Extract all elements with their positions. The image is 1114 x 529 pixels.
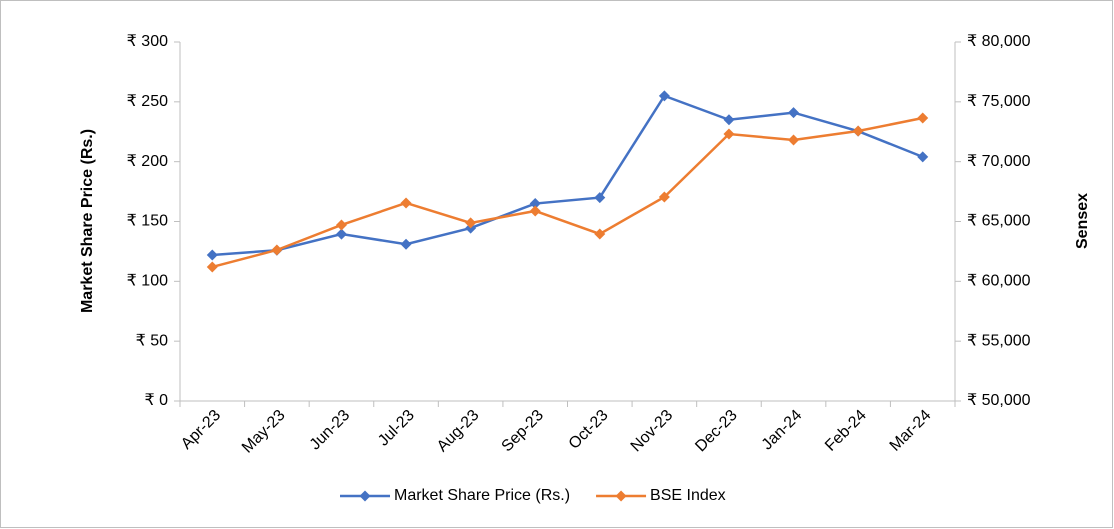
marker <box>400 197 412 209</box>
marker <box>852 125 864 137</box>
marker <box>335 219 347 231</box>
marker <box>658 191 670 203</box>
marker <box>271 244 283 256</box>
marker <box>529 205 541 217</box>
y2-tick-label: ₹ 50,000 <box>967 392 1031 409</box>
marker <box>788 134 800 146</box>
series-line <box>211 116 923 269</box>
marker <box>400 238 412 250</box>
marker <box>917 151 929 163</box>
y2-tick-label: ₹ 55,000 <box>967 332 1031 349</box>
y-tick-label: ₹ 150 <box>127 213 168 230</box>
marker <box>788 107 800 119</box>
legend-label: Market Share Price (Rs.) <box>394 487 570 504</box>
marker <box>206 249 218 261</box>
y2-tick-label: ₹ 70,000 <box>967 153 1031 170</box>
marker <box>723 114 735 126</box>
marker <box>594 228 606 240</box>
legend-label: BSE Index <box>650 487 726 504</box>
marker <box>206 261 218 273</box>
y-tick-label: ₹ 100 <box>127 273 168 290</box>
marker <box>529 198 541 210</box>
marker <box>658 90 670 102</box>
marker <box>917 112 929 124</box>
marker <box>594 192 606 204</box>
y-tick-label: ₹ 50 <box>136 332 169 349</box>
y2-tick-label: ₹ 75,000 <box>967 93 1031 110</box>
series-line <box>212 94 924 257</box>
marker <box>723 128 735 140</box>
y-axis-title: Market Share Price (Rs.) <box>79 129 96 313</box>
y2-tick-label: ₹ 80,000 <box>967 33 1031 50</box>
legend-marker <box>359 490 371 502</box>
y2-tick-label: ₹ 65,000 <box>967 213 1031 230</box>
marker <box>465 217 477 229</box>
y2-axis-title: Sensex <box>1074 193 1091 249</box>
y-tick-label: ₹ 300 <box>127 33 168 50</box>
y-tick-label: ₹ 250 <box>127 93 168 110</box>
y-tick-label: ₹ 200 <box>127 153 168 170</box>
y2-tick-label: ₹ 60,000 <box>967 273 1031 290</box>
marker <box>335 228 347 240</box>
legend-marker <box>615 490 627 502</box>
y-tick-label: ₹ 0 <box>144 392 168 409</box>
